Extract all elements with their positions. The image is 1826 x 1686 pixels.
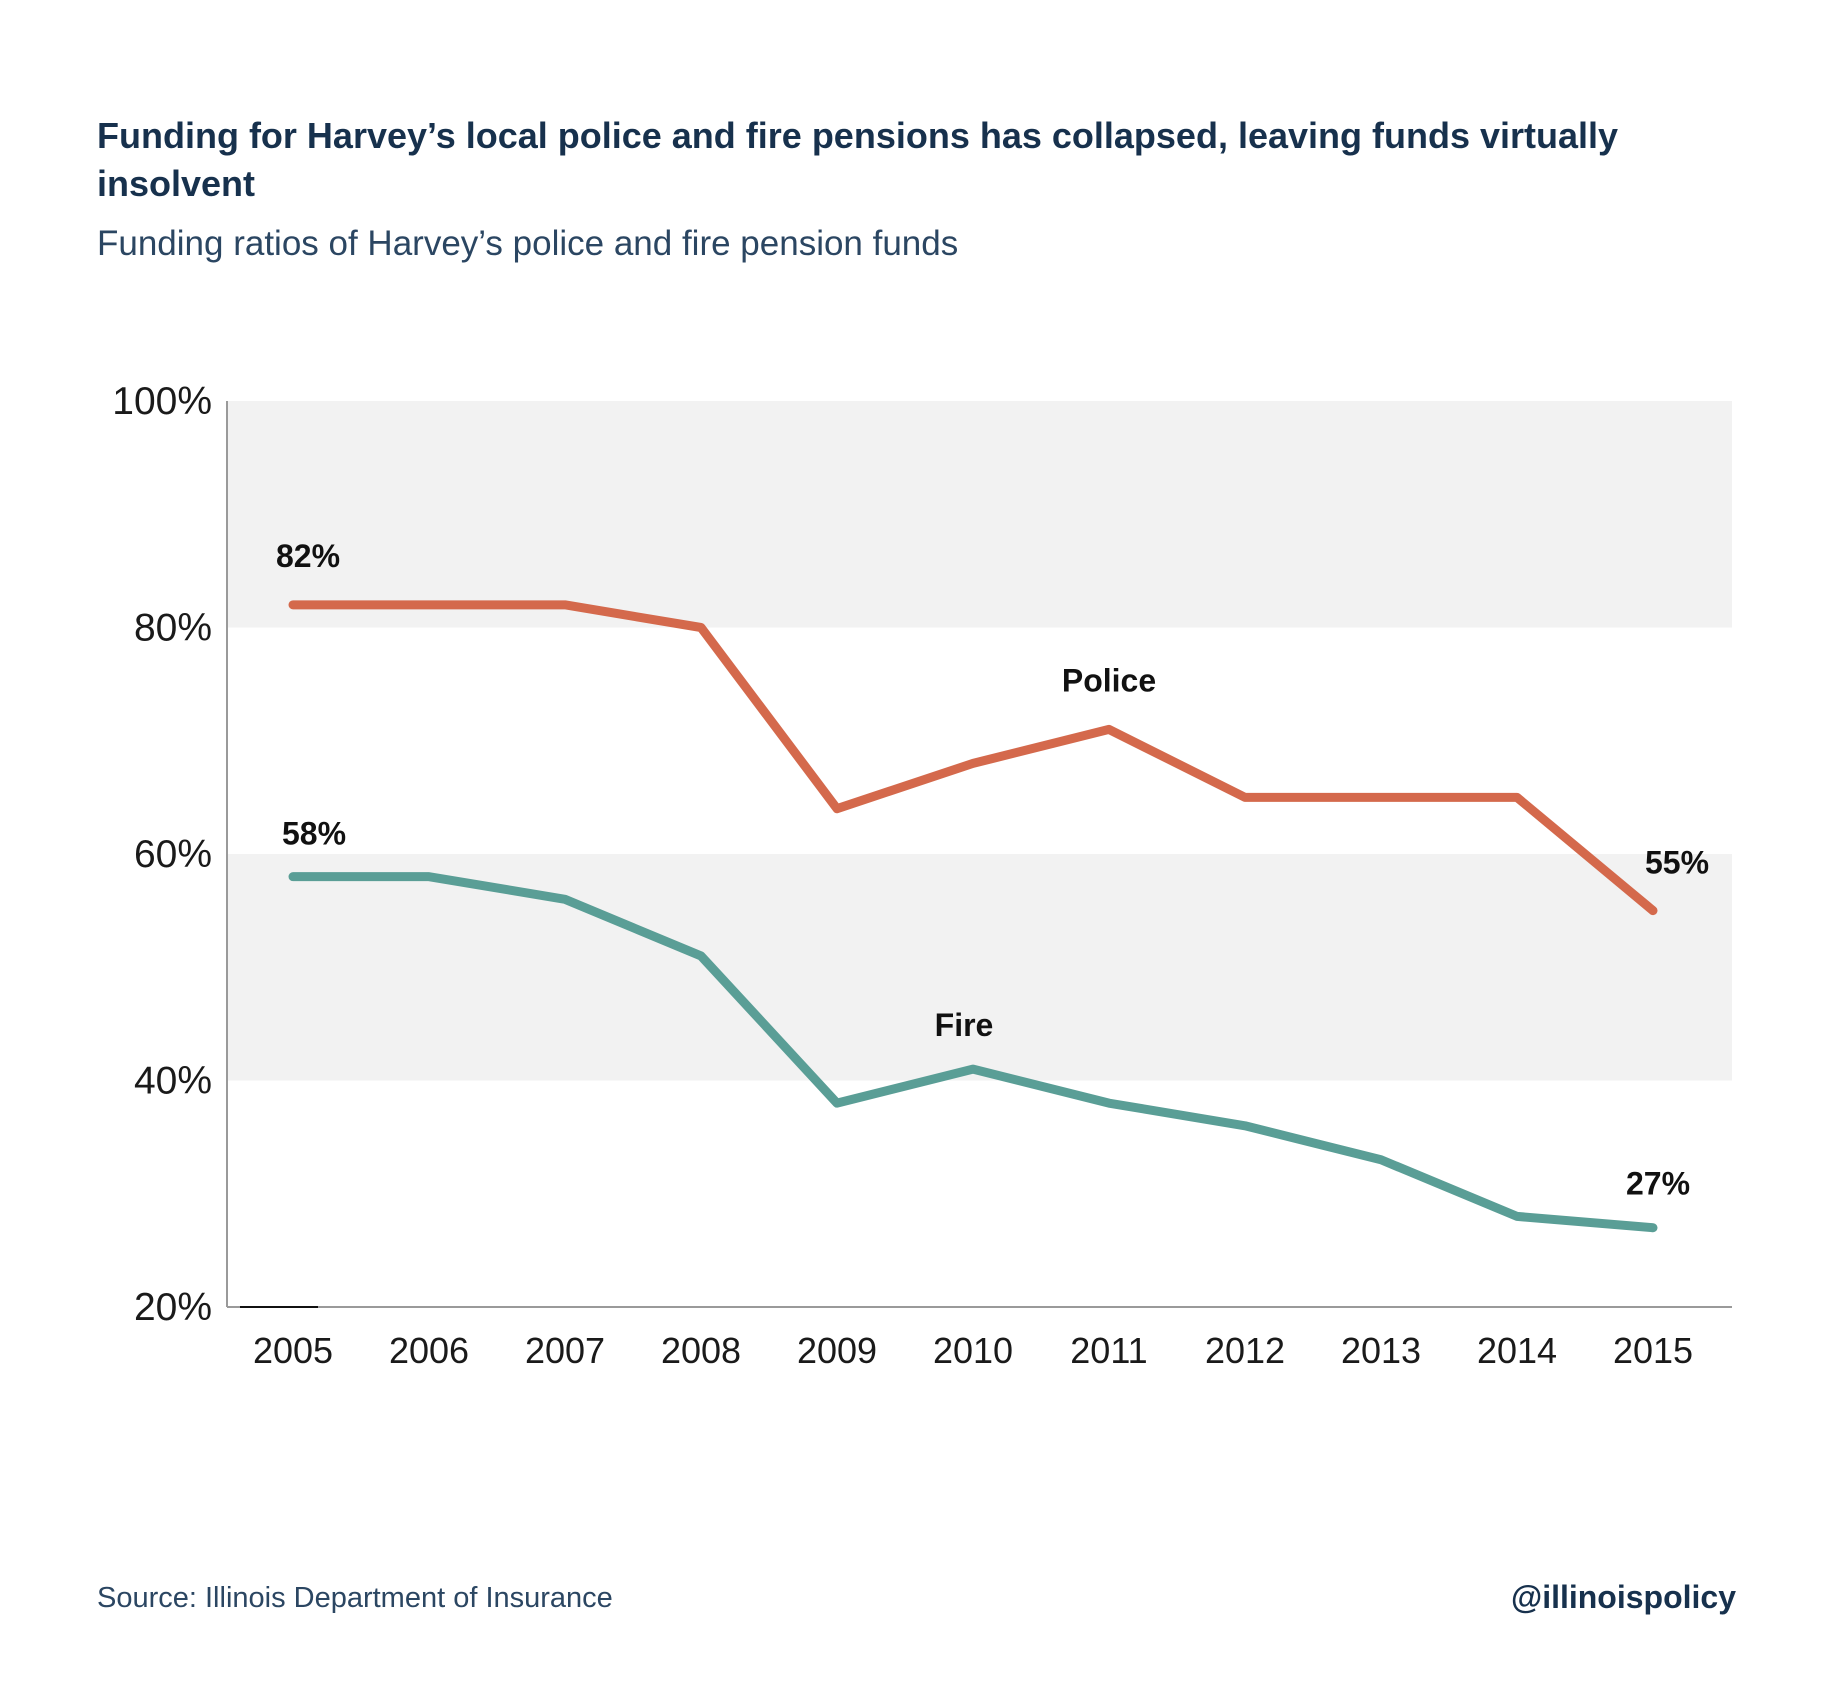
x-tick-label: 2007 [525, 1330, 605, 1371]
y-axis-ticks: 20% 40% 60% 80% 100% [112, 380, 212, 1329]
x-axis-ticks: 2005 2006 2007 2008 2009 2010 2011 2012 2013 2014… [253, 1330, 1693, 1371]
y-tick-label: 60% [134, 833, 212, 876]
chart-title: Funding for Harvey’s local police and fi… [97, 115, 1619, 204]
y-tick-label: 20% [134, 1286, 212, 1329]
x-tick-label: 2005 [253, 1330, 333, 1371]
data-label: 55% [1645, 845, 1709, 881]
x-tick-label: 2014 [1477, 1330, 1557, 1371]
series-lines [288, 600, 1658, 1233]
axes [226, 401, 1732, 1308]
brand-handle: @illinoispolicy [1510, 1579, 1736, 1615]
y-tick-label: 80% [134, 607, 212, 650]
source-note: Source: Illinois Department of Insurance [97, 1582, 613, 1614]
y-tick-label: 40% [134, 1060, 212, 1103]
background-bands [227, 401, 1732, 1081]
series-line-fire [288, 872, 1658, 1233]
x-tick-label: 2010 [933, 1330, 1013, 1371]
data-labels: 82% 55% 58% 27% Police Fire [276, 538, 1709, 1202]
x-tick-label: 2008 [661, 1330, 741, 1371]
data-label: 58% [282, 816, 346, 852]
band-0 [227, 401, 1732, 628]
x-tick-label: 2012 [1205, 1330, 1285, 1371]
series-line-police [288, 600, 1658, 916]
x-tick-label: 2015 [1613, 1330, 1693, 1371]
y-tick-label: 100% [112, 380, 212, 423]
series-label-police: Police [1062, 662, 1156, 698]
x-tick-label: 2006 [389, 1330, 469, 1371]
band-1 [227, 854, 1732, 1081]
data-label: 27% [1626, 1166, 1690, 1202]
x-tick-label: 2013 [1341, 1330, 1421, 1371]
chart-subtitle: Funding ratios of Harvey’s police and fi… [97, 224, 959, 263]
data-label: 82% [276, 538, 340, 574]
x-tick-label: 2009 [797, 1330, 877, 1371]
x-tick-label: 2011 [1070, 1330, 1147, 1371]
series-label-fire: Fire [935, 1007, 994, 1043]
